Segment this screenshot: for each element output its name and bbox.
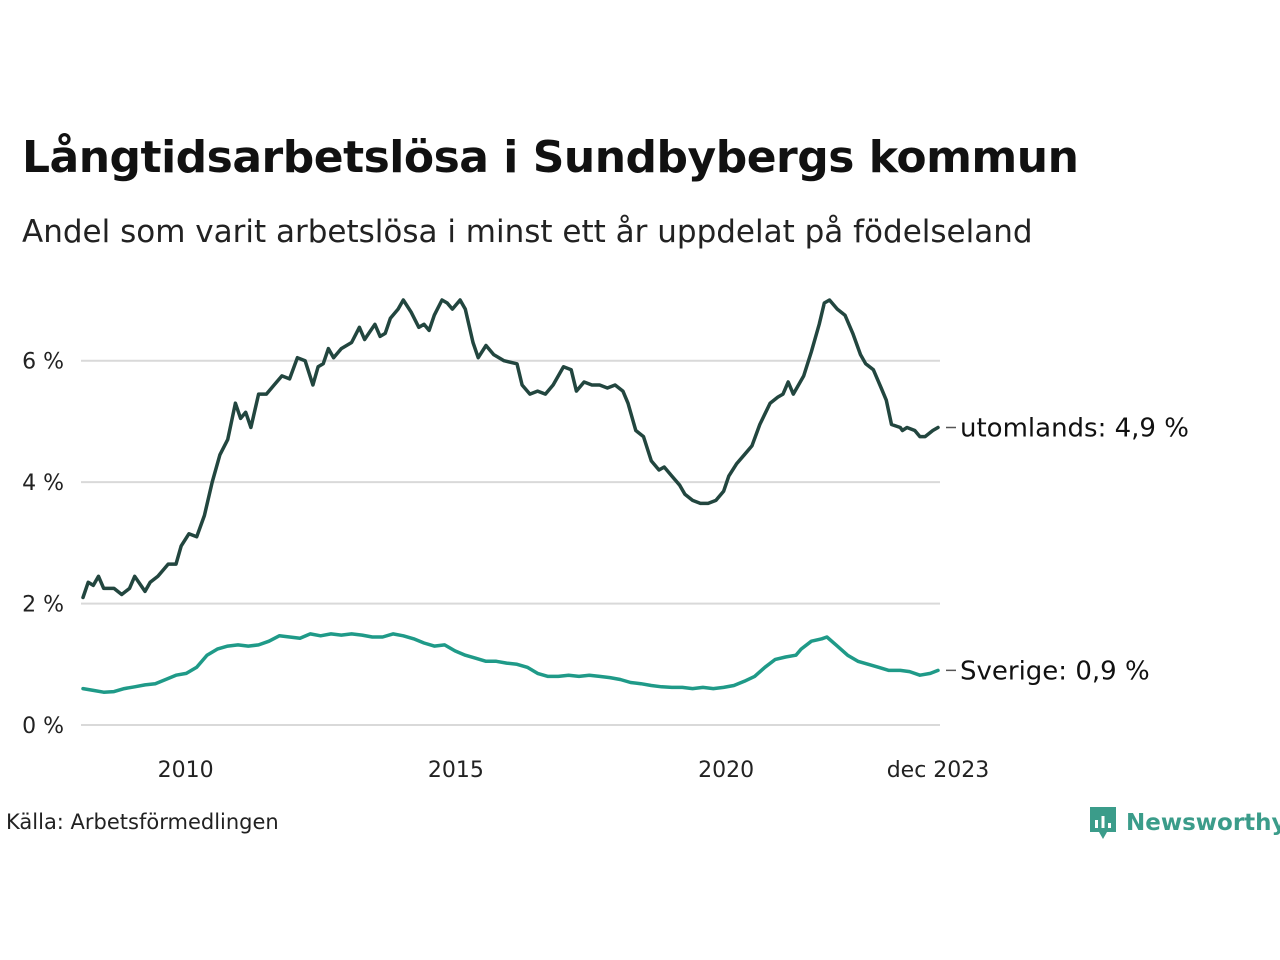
x-axis-ticks: 2010 2015 2020 dec 2023 <box>158 758 990 783</box>
y-axis-ticks: 0 % 2 % 4 % 6 % <box>22 350 64 739</box>
newsworthy-logo-icon <box>1090 807 1116 839</box>
y-tick-label: 0 % <box>22 714 64 739</box>
x-tick-label: 2010 <box>158 758 214 783</box>
source-note: Källa: Arbetsförmedlingen <box>6 810 279 834</box>
x-tick-label: dec 2023 <box>887 758 990 783</box>
x-tick-label: 2015 <box>428 758 484 783</box>
chart-subtitle: Andel som varit arbetslösa i minst ett å… <box>22 214 1033 250</box>
series-line-utomlands <box>81 298 940 600</box>
series-line-sverige <box>81 632 940 694</box>
gridlines <box>81 359 940 726</box>
y-tick-label: 4 % <box>22 471 64 496</box>
end-labels: utomlands: 4,9 % Sverige: 0,9 % <box>946 414 1189 686</box>
y-tick-label: 2 % <box>22 593 64 618</box>
y-tick-label: 6 % <box>22 350 64 375</box>
end-label-utomlands: utomlands: 4,9 % <box>960 414 1189 444</box>
series-lines <box>81 298 940 694</box>
brand-logo[interactable]: Newsworthy <box>1088 803 1280 843</box>
end-label-sverige: Sverige: 0,9 % <box>960 656 1150 686</box>
x-tick-label: 2020 <box>698 758 754 783</box>
chart-title: Långtidsarbetslösa i Sundbybergs kommun <box>22 132 1079 183</box>
brand-name: Newsworthy <box>1126 810 1280 836</box>
